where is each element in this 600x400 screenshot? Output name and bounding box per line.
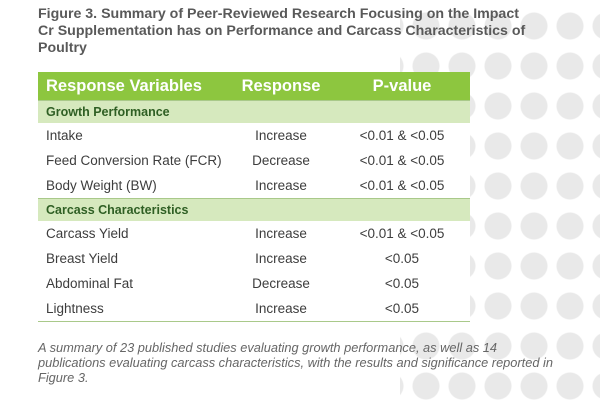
table-row: Feed Conversion Rate (FCR) Decrease <0.0…: [38, 148, 470, 173]
header-response-variables: Response Variables: [38, 72, 228, 101]
response-cell: Increase: [255, 128, 307, 143]
table-row: Abdominal Fat Decrease <0.05: [38, 271, 470, 296]
p-value-cell: <0.05: [334, 296, 470, 322]
p-value-cell: <0.01 & <0.05: [359, 178, 445, 193]
table-header-row: Response Variables Response P-value: [38, 72, 470, 101]
section-row-carcass-characteristics: Carcass Characteristics: [38, 198, 470, 221]
section-label: Growth Performance: [38, 100, 470, 123]
variable-cell: Intake: [46, 128, 83, 143]
figure-title: Figure 3. Summary of Peer-Reviewed Resea…: [38, 6, 526, 56]
table-row: Intake Increase <0.01 & <0.05: [38, 123, 470, 148]
p-value-cell: <0.01 & <0.05: [359, 153, 445, 168]
variable-cell: Lightness: [38, 296, 228, 322]
section-row-growth-performance: Growth Performance: [38, 100, 470, 123]
p-value-cell: <0.05: [384, 276, 420, 291]
response-cell: Increase: [255, 251, 307, 266]
response-cell: Decrease: [252, 153, 310, 168]
table-row: Body Weight (BW) Increase <0.01 & <0.05: [38, 173, 470, 199]
header-response: Response: [228, 72, 334, 101]
variable-cell: Feed Conversion Rate (FCR): [46, 153, 222, 168]
variable-cell: Carcass Yield: [46, 226, 129, 241]
variable-cell: Breast Yield: [46, 251, 119, 266]
variable-cell: Body Weight (BW): [46, 178, 157, 193]
summary-table: Response Variables Response P-value Grow…: [38, 72, 470, 322]
table-row: Lightness Increase <0.05: [38, 296, 470, 322]
p-value-cell: <0.01 & <0.05: [359, 128, 445, 143]
response-cell: Decrease: [252, 276, 310, 291]
summary-table-container: Response Variables Response P-value Grow…: [38, 72, 470, 322]
table-row: Breast Yield Increase <0.05: [38, 246, 470, 271]
response-cell: Increase: [255, 178, 307, 193]
response-cell: Increase: [255, 226, 307, 241]
header-p-value: P-value: [334, 72, 470, 101]
response-cell: Increase: [228, 296, 334, 322]
p-value-cell: <0.05: [384, 251, 420, 266]
p-value-cell: <0.01 & <0.05: [359, 226, 445, 241]
variable-cell: Abdominal Fat: [46, 276, 134, 291]
section-label: Carcass Characteristics: [38, 198, 470, 221]
table-row: Carcass Yield Increase <0.01 & <0.05: [38, 221, 470, 246]
figure-caption: A summary of 23 published studies evalua…: [38, 340, 553, 385]
